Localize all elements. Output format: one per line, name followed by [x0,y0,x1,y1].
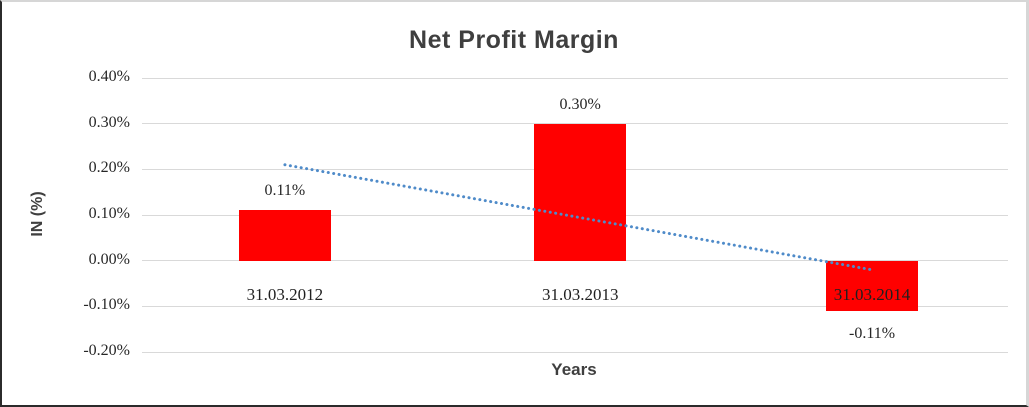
bar-31.03.2014 [826,260,919,311]
y-axis-tick-label: 0.10% [88,205,130,222]
data-label: -0.11% [849,324,896,342]
x-axis-title: Years [551,360,597,379]
trendline [283,163,874,272]
gridline [142,77,1008,79]
trendline-path [283,163,874,272]
gridline [142,351,1008,353]
category-label: 31.03.2014 [833,284,911,304]
y-axis-tick-label: 0.40% [88,68,130,85]
y-axis-tick-label: -0.10% [83,296,130,314]
y-axis-title: IN (%) [29,191,46,237]
chart-title: Net Profit Margin [409,26,619,54]
data-label: 0.30% [559,95,601,113]
y-axis-tick-label: -0.20% [83,342,130,359]
y-axis-tick-label: 0.20% [88,159,130,177]
data-label: 0.11% [264,182,306,200]
plot-area: 0.11% 31.03.2012 0.30% 31.03.2013 -0.11% 31.0… [142,77,1008,353]
gridline [142,260,1008,262]
bar-31.03.2013 [534,123,627,261]
category-label: 31.03.2012 [246,284,324,304]
bar-31.03.2012 [238,210,331,261]
category-label: 31.03.2013 [541,284,619,304]
y-axis-tick-label: 0.00% [88,250,130,268]
y-axis-tick-label: 0.30% [88,113,130,131]
gridline [142,305,1008,307]
